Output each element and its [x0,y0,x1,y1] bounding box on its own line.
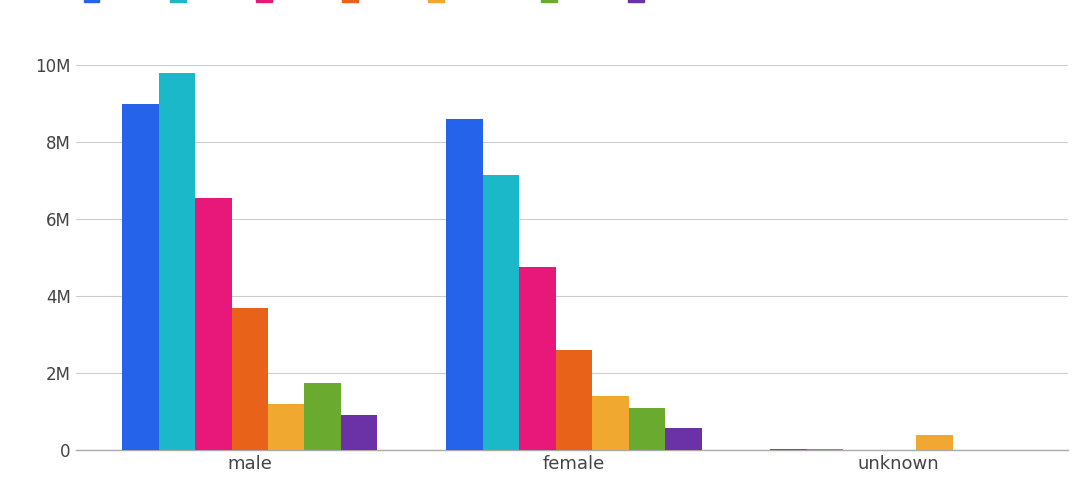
Bar [122,104,159,450]
Bar [556,350,592,450]
Bar [268,404,304,450]
Bar [232,308,268,450]
Bar [916,436,953,450]
Bar [195,198,232,450]
Bar [629,408,665,450]
Bar [304,382,341,450]
Bar [807,449,844,450]
Bar [482,174,519,450]
Bar [770,449,807,450]
Bar [592,396,629,450]
Bar [519,267,556,450]
Bar [447,119,482,450]
Bar [159,72,195,450]
Bar [665,428,701,450]
Legend: 18-24, 25-34, 35-44, 45-54, unknown, 55-64, 65+: 18-24, 25-34, 35-44, 45-54, unknown, 55-… [83,0,685,4]
Bar [341,416,378,450]
